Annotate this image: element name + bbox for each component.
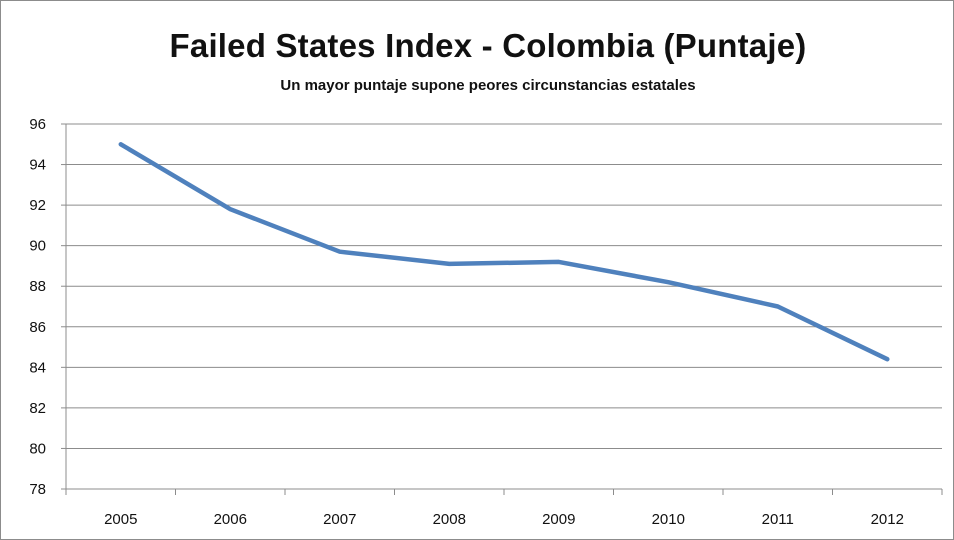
x-tick-label: 2011 [762, 511, 794, 528]
series-line [118, 142, 890, 362]
y-tick-label: 92 [29, 197, 46, 214]
data-point [338, 250, 342, 254]
y-tick-label: 78 [29, 481, 46, 498]
data-point [119, 142, 123, 146]
y-tick-label: 96 [29, 116, 46, 133]
y-tick-label: 88 [29, 278, 46, 295]
x-tick-label: 2006 [214, 511, 247, 528]
x-tick-label: 2009 [542, 511, 575, 528]
data-point [557, 260, 561, 264]
y-tick-label: 90 [29, 238, 46, 255]
y-tick-label: 84 [29, 359, 46, 376]
y-tick-label: 80 [29, 440, 46, 457]
x-tick-label: 2005 [104, 511, 137, 528]
data-point [228, 207, 232, 211]
x-tick-label: 2007 [323, 511, 356, 528]
x-tick-label: 2012 [871, 511, 904, 528]
y-tick-label: 82 [29, 400, 46, 417]
y-tick-label: 86 [29, 319, 46, 336]
data-point [666, 280, 670, 284]
chart-subtitle: Un mayor puntaje supone peores circunsta… [280, 77, 696, 94]
x-tick-label: 2010 [652, 511, 685, 528]
y-tick-label: 94 [29, 157, 46, 174]
chart-title: Failed States Index - Colombia (Puntaje) [169, 27, 807, 64]
x-tick-label: 2008 [433, 511, 466, 528]
data-point [447, 262, 451, 266]
data-point [776, 305, 780, 308]
data-point [885, 357, 889, 361]
